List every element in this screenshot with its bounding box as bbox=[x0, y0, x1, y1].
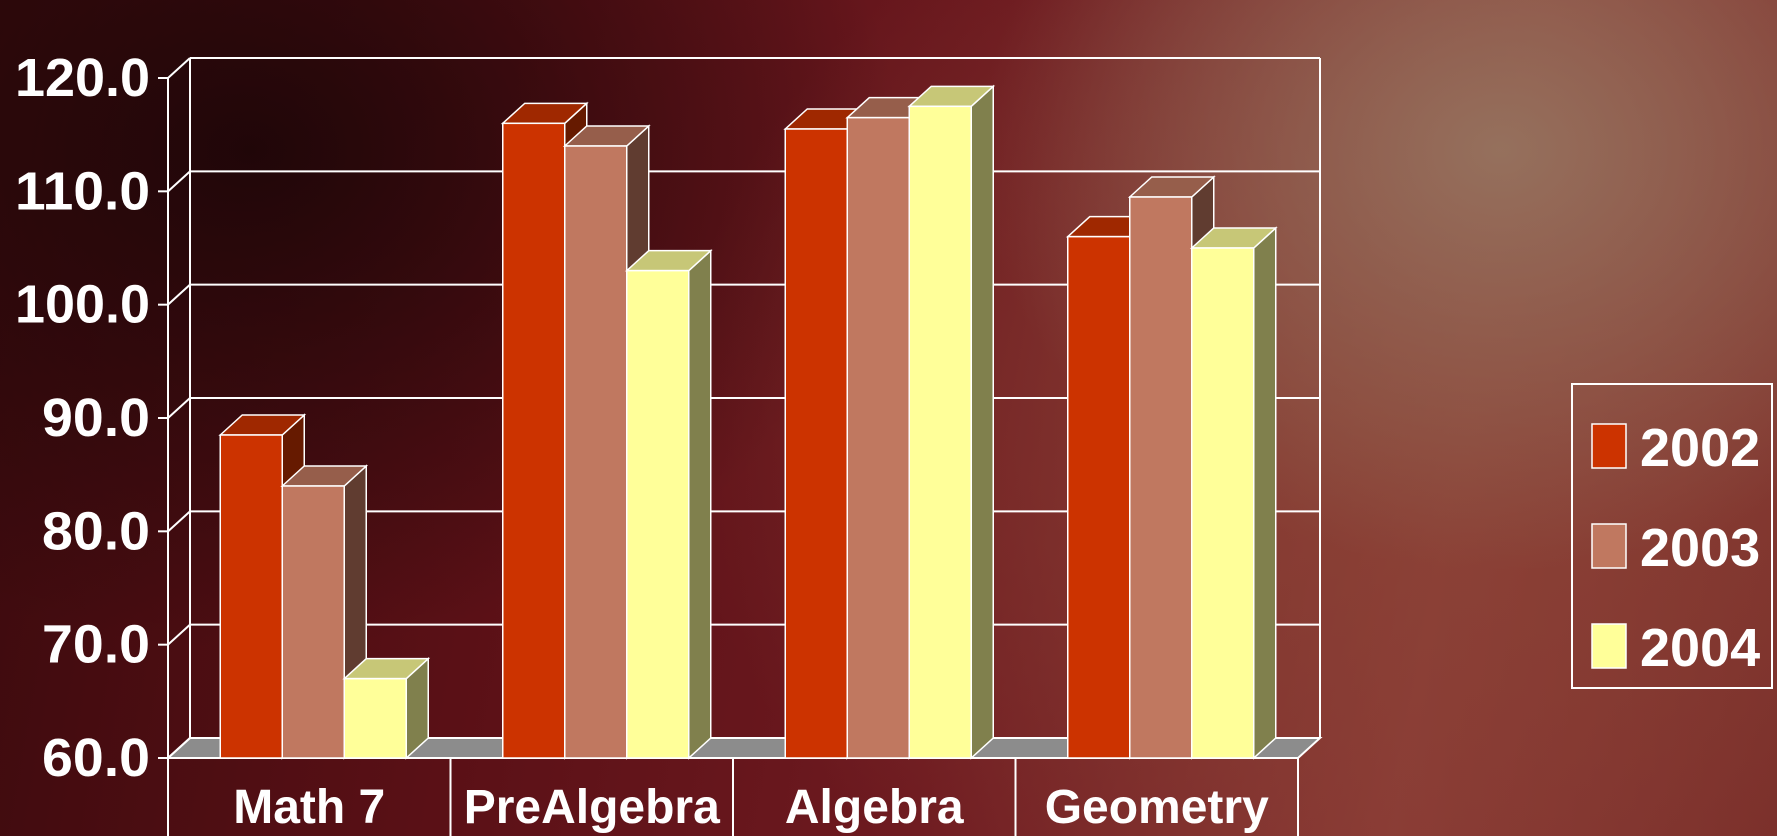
gridline-wall bbox=[167, 283, 191, 306]
legend-swatch bbox=[1591, 623, 1627, 669]
x-tick-label: PreAlgebra bbox=[464, 781, 720, 834]
gridline-wall bbox=[167, 170, 191, 193]
bar-front bbox=[564, 145, 628, 759]
gridline-wall bbox=[167, 57, 191, 79]
chart-bars bbox=[218, 84, 1278, 760]
x-tick-label: Algebra bbox=[785, 781, 964, 834]
bar bbox=[907, 84, 996, 760]
legend-label: 2002 bbox=[1640, 418, 1760, 478]
x-tick-label: Geometry bbox=[1045, 781, 1269, 834]
legend-label: 2004 bbox=[1640, 618, 1760, 678]
chart-legend: 2002 2003 2004 bbox=[1571, 383, 1773, 689]
y-tick-label: 70.0 bbox=[42, 615, 150, 675]
gridline-wall bbox=[167, 623, 191, 646]
bar-front bbox=[908, 105, 972, 759]
gridline-wall bbox=[167, 510, 191, 533]
bar-front bbox=[846, 116, 910, 759]
gridline-wall bbox=[167, 737, 191, 759]
bar-front bbox=[281, 485, 345, 759]
bar-side bbox=[970, 84, 994, 760]
bar-side bbox=[688, 248, 712, 760]
bar-front bbox=[343, 677, 407, 759]
bar-front bbox=[1191, 247, 1255, 759]
y-tick-label: 60.0 bbox=[42, 728, 150, 788]
x-axis-categories: Math 7 PreAlgebra Algebra Geometry bbox=[167, 758, 1299, 836]
y-tick-label: 120.0 bbox=[15, 48, 150, 108]
bar-front bbox=[626, 269, 690, 759]
bar-side bbox=[1253, 226, 1277, 760]
y-tick-label: 90.0 bbox=[42, 388, 150, 448]
legend-box bbox=[1571, 383, 1773, 689]
bar bbox=[624, 248, 713, 760]
legend-label: 2003 bbox=[1640, 518, 1760, 578]
bar bbox=[1189, 226, 1278, 760]
x-tick-label: Math 7 bbox=[233, 781, 385, 834]
legend-swatch bbox=[1591, 523, 1627, 569]
bar-front bbox=[502, 122, 566, 759]
legend-swatch bbox=[1591, 423, 1627, 469]
gridline-wall bbox=[167, 397, 191, 419]
y-tick-label: 80.0 bbox=[42, 501, 150, 561]
bar-front bbox=[1067, 235, 1131, 759]
bar-front bbox=[784, 128, 848, 759]
y-axis: 60.0 70.0 80.0 90.0 100.0 110.0 120.0 bbox=[15, 48, 169, 788]
bar-front bbox=[1129, 196, 1193, 759]
bar bbox=[342, 656, 431, 760]
y-tick-label: 110.0 bbox=[15, 161, 150, 221]
y-tick-label: 100.0 bbox=[15, 275, 150, 335]
bar-front bbox=[219, 434, 283, 759]
